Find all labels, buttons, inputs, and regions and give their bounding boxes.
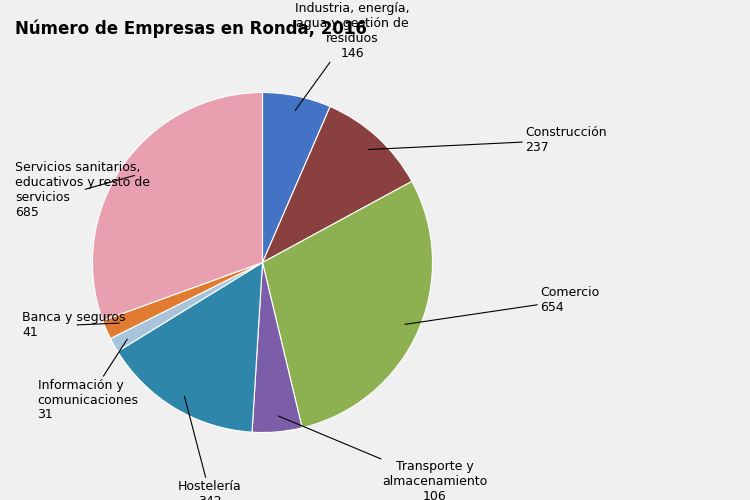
Text: Comercio
654: Comercio 654 [405,286,599,325]
Text: Construcción
237: Construcción 237 [368,126,607,154]
Wedge shape [103,262,262,338]
Wedge shape [262,182,433,428]
Text: Transporte y
almacenamiento
106: Transporte y almacenamiento 106 [278,416,488,500]
Wedge shape [252,262,302,432]
Text: Industria, energía,
agua y gestión de
residuos
146: Industria, energía, agua y gestión de re… [296,2,410,110]
Wedge shape [262,92,330,262]
Text: Servicios sanitarios,
educativos y resto de
servicios
685: Servicios sanitarios, educativos y resto… [15,161,150,219]
Text: Información y
comunicaciones
31: Información y comunicaciones 31 [38,339,139,421]
Wedge shape [118,262,262,432]
Wedge shape [110,262,262,352]
Wedge shape [92,92,262,320]
Text: Banca y seguros
41: Banca y seguros 41 [22,311,126,339]
Text: Número de Empresas en Ronda, 2016: Número de Empresas en Ronda, 2016 [15,20,367,38]
Wedge shape [262,106,412,262]
Text: Hostelería
342: Hostelería 342 [178,396,242,500]
